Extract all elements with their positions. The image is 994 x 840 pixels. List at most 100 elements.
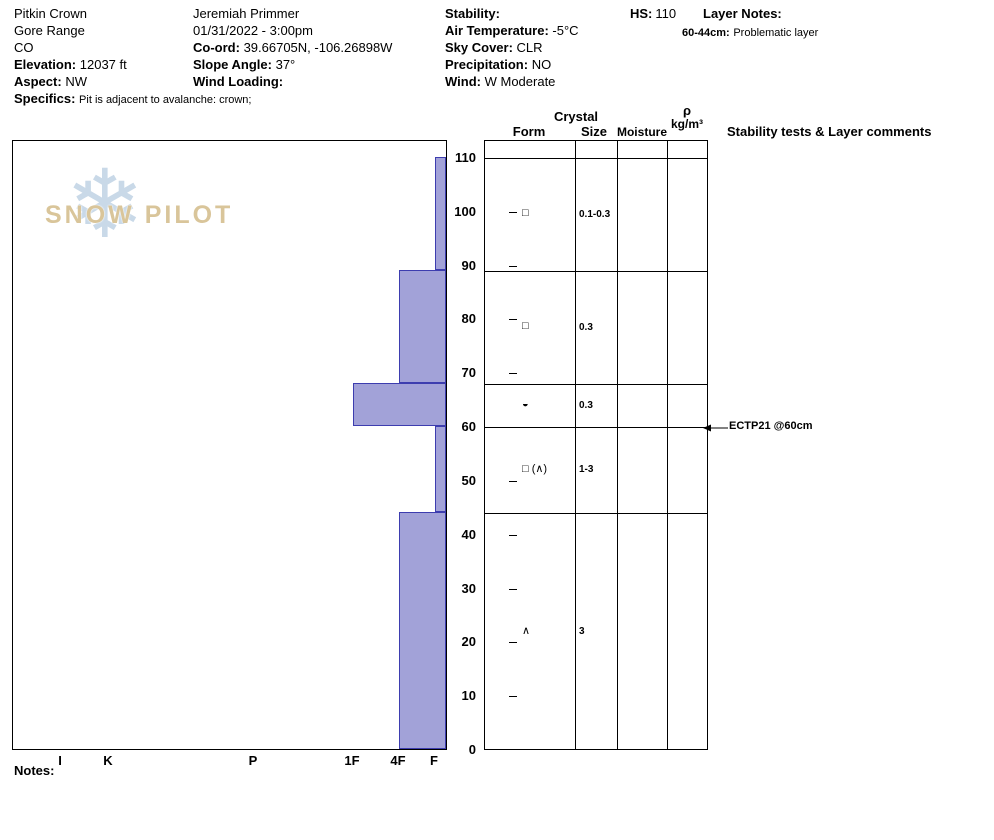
table-bottom-border [484, 749, 708, 750]
form-size-divider [575, 140, 576, 750]
snow-layer-bar [353, 383, 446, 427]
precip-value: NO [531, 57, 552, 72]
notes-label: Notes: [14, 763, 55, 778]
site-name: Pitkin Crown [14, 6, 87, 21]
depth-tick-label: 20 [461, 634, 476, 650]
grain-size-value: 0.3 [579, 321, 593, 333]
hs-label: HS: [630, 6, 653, 21]
stability-test-label: ECTP21 @60cm [729, 420, 813, 433]
elevation-line: Elevation: 12037 ft [14, 56, 251, 73]
state: CO [14, 40, 34, 55]
hardness-tick-label: P [248, 753, 258, 768]
coord-line: Co-ord: 39.66705N, -106.26898W [193, 39, 392, 56]
precip-line: Precipitation: NO [445, 56, 579, 73]
wind-label: Wind: [445, 74, 481, 89]
depth-tick-mark [509, 534, 517, 536]
specifics-label: Specifics: [14, 91, 76, 106]
depth-tick-mark [509, 373, 517, 375]
layer-boundary-line [484, 513, 708, 515]
hardness-tick-label: F [430, 753, 438, 768]
header-conditions-block: Stability: Air Temperature: -5°C Sky Cov… [445, 5, 579, 90]
depth-tick-mark [509, 480, 517, 482]
layer-boundary-line [484, 158, 708, 159]
specifics-line: Specifics: Pit is adjacent to avalanche:… [14, 90, 251, 109]
air-temp-line: Air Temperature: -5°C [445, 22, 579, 39]
pit-datetime: 01/31/2022 - 3:00pm [193, 23, 313, 38]
wind-value: W Moderate [484, 74, 556, 89]
hs-value: 110 [655, 6, 677, 21]
snowflake-icon: ❄ [65, 152, 145, 258]
stability-line: Stability: [445, 5, 579, 22]
elevation-value: 12037 ft [79, 57, 127, 72]
density-symbol-header: ρ [682, 103, 692, 118]
hardness-plot [12, 140, 447, 750]
form-header: Form [512, 124, 546, 139]
table-top-border [484, 140, 708, 141]
grain-size-value: 0.3 [579, 399, 593, 411]
layer-note-line: 60-44cm: Problematic layer [682, 23, 818, 42]
snowpilot-watermark: SNOW PILOT [45, 201, 234, 229]
density-comments-divider [707, 140, 708, 750]
hardness-tick-label: 4F [390, 753, 406, 768]
wind-loading-line: Wind Loading: [193, 73, 392, 90]
stability-label: Stability: [445, 6, 500, 21]
depth-tick-label: 60 [461, 419, 476, 435]
depth-tick-label: 0 [468, 742, 476, 757]
layer-notes-label: Layer Notes: [703, 6, 782, 21]
snow-layer-bar [399, 270, 446, 384]
depth-tick-label: 90 [461, 257, 476, 273]
snow-layer-bar [435, 426, 446, 513]
layer-boundary-line [484, 427, 708, 429]
aspect-line: Aspect: NW [14, 73, 251, 90]
size-header: Size [580, 124, 607, 139]
depth-tick-label: 110 [455, 150, 476, 165]
depth-tick-label: 10 [461, 688, 476, 704]
coord-value: 39.66705N, -106.26898W [243, 40, 393, 55]
table-left-border [484, 140, 485, 750]
snow-layer-bar [399, 512, 446, 749]
crystal-header: Crystal [553, 109, 599, 124]
elevation-label: Elevation: [14, 57, 77, 72]
ect-arrow-icon [702, 421, 728, 433]
depth-tick-label: 50 [461, 472, 476, 488]
stability-comments-header: Stability tests & Layer comments [727, 124, 932, 139]
hardness-tick-label: 1F [344, 753, 360, 768]
air-temp-value: -5°C [552, 23, 579, 38]
hs-line: HS: 110 [630, 5, 676, 22]
header-location-block: Pitkin Crown Gore Range CO Elevation: 12… [14, 5, 251, 109]
depth-tick-label: 80 [461, 311, 476, 327]
depth-tick-label: 100 [454, 203, 476, 219]
sky-cover-line: Sky Cover: CLR [445, 39, 579, 56]
observer-name: Jeremiah Primmer [193, 6, 300, 21]
depth-tick-mark [509, 642, 517, 644]
layer-boundary-line [484, 384, 708, 386]
depth-tick-mark [509, 696, 517, 698]
aspect-label: Aspect: [14, 74, 62, 89]
crystal-form-symbol: □ [522, 206, 529, 219]
air-temp-label: Air Temperature: [445, 23, 549, 38]
sky-cover-label: Sky Cover: [445, 40, 513, 55]
depth-tick-mark [509, 211, 517, 213]
size-moisture-divider [617, 140, 618, 750]
moisture-header: Moisture [616, 125, 667, 139]
crystal-form-symbol: ◒ [522, 397, 529, 410]
density-unit-header: kg/m³ [670, 117, 703, 131]
crystal-form-symbol: □ [522, 319, 529, 332]
grain-size-value: 1-3 [579, 464, 594, 476]
slope-angle-value: 37° [275, 57, 296, 72]
layer-note-text: Problematic layer [733, 27, 819, 39]
depth-tick-mark [509, 588, 517, 590]
moisture-density-divider [667, 140, 668, 750]
depth-tick-label: 70 [461, 365, 476, 381]
grain-size-value: 0.1-0.3 [579, 208, 611, 220]
wind-line: Wind: W Moderate [445, 73, 579, 90]
wind-loading-label: Wind Loading: [193, 74, 284, 89]
grain-size-value: 3 [579, 625, 585, 637]
header-observer-block: Jeremiah Primmer 01/31/2022 - 3:00pm Co-… [193, 5, 392, 90]
coord-label: Co-ord: [193, 40, 240, 55]
aspect-value: NW [65, 74, 87, 89]
snow-layer-bar [435, 157, 446, 271]
hardness-tick-label: I [58, 753, 62, 768]
slope-angle-label: Slope Angle: [193, 57, 272, 72]
